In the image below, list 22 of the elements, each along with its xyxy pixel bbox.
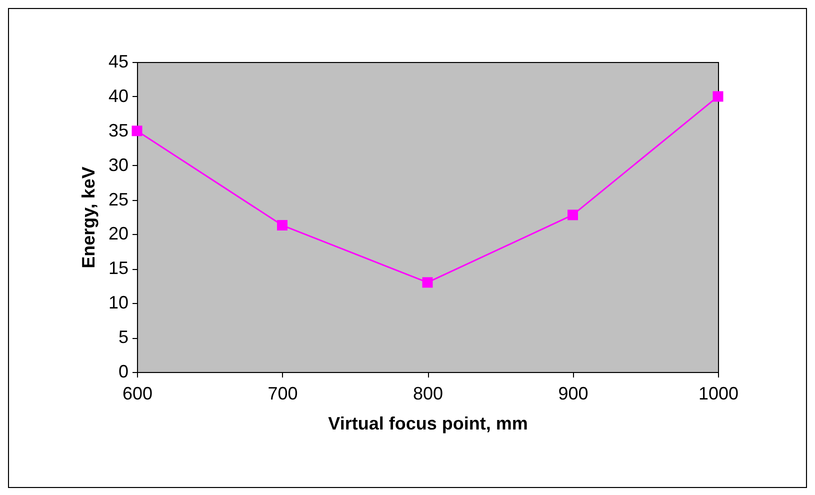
x-tick-label: 700 xyxy=(268,384,298,404)
y-tick-label: 45 xyxy=(108,52,128,72)
x-tick-label: 900 xyxy=(558,384,588,404)
y-tick-label: 35 xyxy=(108,120,128,140)
y-tick-label: 15 xyxy=(108,258,128,278)
y-tick-label: 0 xyxy=(118,362,128,382)
point xyxy=(132,126,142,136)
y-tick-label: 20 xyxy=(108,224,128,244)
point xyxy=(277,220,288,231)
point xyxy=(712,91,724,102)
y-tick-label: 10 xyxy=(108,292,128,313)
point xyxy=(422,277,433,288)
y-tick-label: 40 xyxy=(108,86,128,106)
y-tick-label: 30 xyxy=(108,154,128,175)
point xyxy=(568,210,578,220)
y-tick-label: 5 xyxy=(118,327,128,348)
x-axis-title: Virtual focus point, mm xyxy=(328,414,528,434)
x-tick-label: 600 xyxy=(122,384,153,404)
x-tick-label: 800 xyxy=(412,384,444,404)
y-tick-label: 25 xyxy=(108,189,128,210)
x-tick-label: 1000 xyxy=(698,384,739,404)
y-axis-title: Energy, keV xyxy=(78,166,98,268)
